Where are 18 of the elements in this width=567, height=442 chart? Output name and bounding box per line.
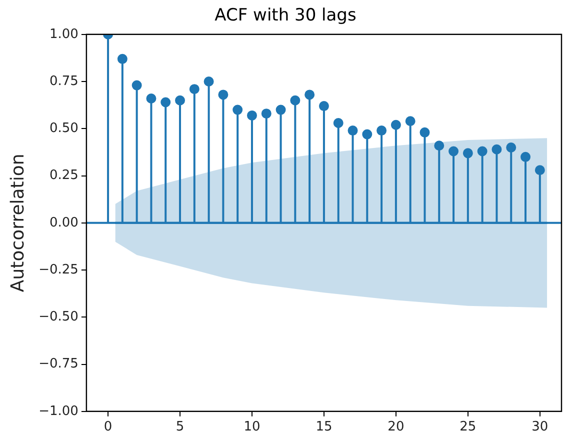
y-tick-label: −0.75: [38, 356, 78, 372]
y-tick-label: −1.00: [38, 404, 78, 419]
y-tick-label: 0.75: [49, 74, 78, 89]
y-tick-label: −0.50: [38, 310, 78, 325]
y-tick-label: 0.00: [49, 215, 78, 230]
y-tick-label: 1.00: [49, 26, 78, 42]
x-tick-label: 20: [388, 420, 404, 435]
chart-title: ACF with 30 lags: [214, 6, 356, 26]
x-tick-label: 0: [104, 420, 112, 435]
x-tick-label: 25: [460, 420, 476, 435]
x-tick-label: 30: [532, 420, 548, 435]
x-tick-label: 5: [176, 420, 184, 435]
y-axis-title: Autocorrelation: [7, 154, 28, 292]
x-tick-label: 10: [244, 420, 260, 435]
y-tick-label: 0.25: [49, 168, 78, 184]
x-tick-label: 15: [316, 420, 332, 435]
y-tick-label: 0.50: [49, 121, 78, 136]
y-tick-label: −0.25: [38, 262, 78, 278]
